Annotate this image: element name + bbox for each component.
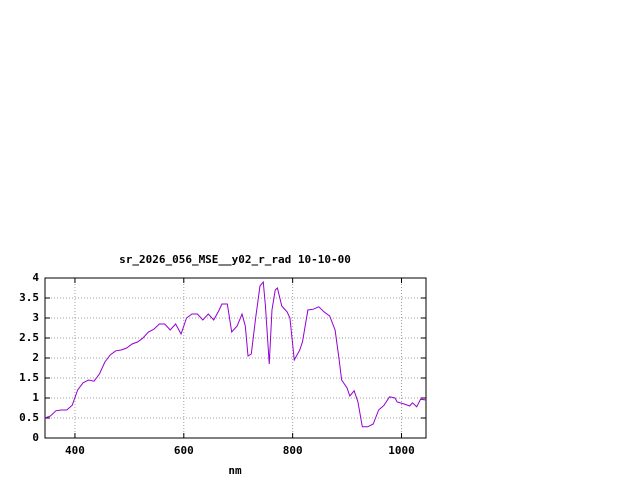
y-tick-label: 2.5 — [19, 331, 39, 344]
y-tick-label: 0 — [32, 431, 39, 444]
y-tick-label: 2 — [32, 351, 39, 364]
x-axis-label: nm — [228, 464, 242, 477]
x-tick-label: 600 — [174, 444, 194, 457]
chart-title: sr_2026_056_MSE__y02_r_rad 10-10-00 — [119, 253, 351, 266]
y-tick-label: 1 — [32, 391, 39, 404]
data-line — [44, 280, 427, 428]
y-tick-label: 3 — [32, 311, 39, 324]
y-tick-label: 3.5 — [19, 291, 39, 304]
x-tick-label: 800 — [283, 444, 303, 457]
plot-border — [44, 277, 427, 439]
y-tick-label: 1.5 — [19, 371, 39, 384]
y-tick-label: 4 — [32, 271, 39, 284]
y-tick-label: 0.5 — [19, 411, 39, 424]
x-tick-label: 400 — [65, 444, 85, 457]
x-tick-label: 1000 — [388, 444, 415, 457]
